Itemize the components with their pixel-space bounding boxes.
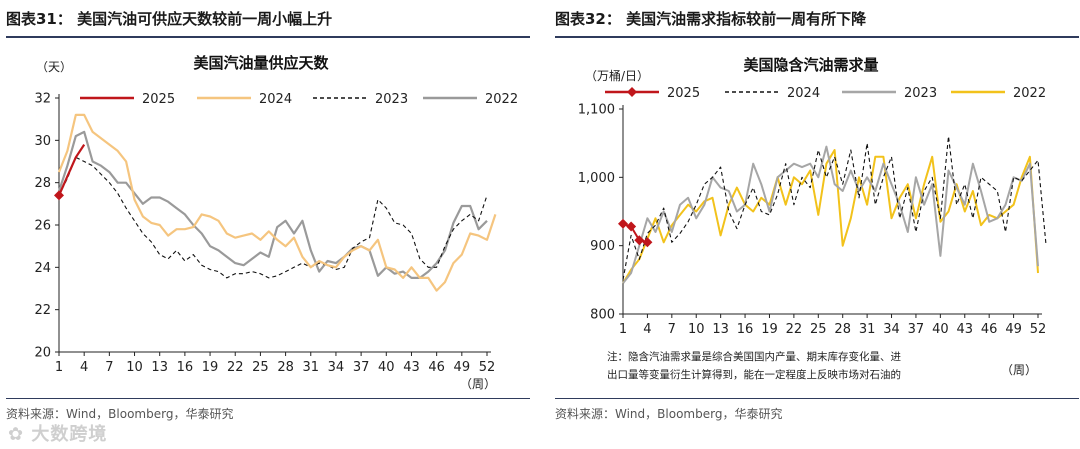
y-tick-label: 800 <box>590 308 615 323</box>
top-rule <box>555 36 1079 38</box>
y-tick-label: 1,100 <box>578 103 615 118</box>
chart-footnote: 出口量等变量衍生计算得到，能在一定程度上反映市场对石油的 <box>607 368 901 381</box>
series-line-2023 <box>58 156 488 279</box>
top-rule <box>6 36 530 38</box>
x-tick-label: 22 <box>227 360 244 375</box>
x-tick-label: 46 <box>428 360 445 375</box>
y-tick-label: 26 <box>34 219 51 234</box>
x-tick-label: 25 <box>252 360 269 375</box>
series-marker-2025 <box>54 190 64 201</box>
chart-title: 美国隐含汽油需求量 <box>743 56 878 74</box>
x-tick-label: 1 <box>619 322 627 337</box>
legend-label-2023: 2023 <box>904 86 937 101</box>
legend-label-2025: 2025 <box>142 92 175 107</box>
y-axis-unit: （万桶/日） <box>585 68 649 83</box>
x-tick-label: 10 <box>688 322 705 337</box>
legend-label-2023: 2023 <box>375 92 408 107</box>
bottom-rule <box>6 398 530 399</box>
x-tick-label: 28 <box>834 322 851 337</box>
y-axis-unit: （天） <box>36 60 72 74</box>
y-tick-label: 30 <box>34 134 51 149</box>
series-marker-2025 <box>618 218 628 229</box>
y-tick-label: 900 <box>590 239 615 254</box>
chart-title: 美国汽油量供应天数 <box>193 54 329 72</box>
series-line-2024 <box>57 113 497 292</box>
legend-label-2022: 2022 <box>485 92 518 107</box>
x-tick-label: 52 <box>1030 322 1047 337</box>
series-marker-2025 <box>626 221 637 232</box>
x-tick-label: 46 <box>981 322 998 337</box>
series-marker-2025 <box>634 235 645 246</box>
y-tick-label: 28 <box>34 176 51 191</box>
watermark-logo: ✿ 大数跨境 <box>8 424 108 445</box>
legend-label-2024: 2024 <box>787 86 820 101</box>
x-tick-label: 22 <box>786 322 803 337</box>
x-tick-label: 31 <box>859 322 876 337</box>
x-tick-label: 28 <box>277 360 294 375</box>
legend-label-2022: 2022 <box>1013 86 1046 101</box>
x-tick-label: 52 <box>479 360 496 375</box>
x-tick-label: 10 <box>126 360 143 375</box>
x-tick-label: 31 <box>302 360 319 375</box>
legend-marker-2025 <box>627 87 637 97</box>
x-tick-label: 43 <box>403 360 420 375</box>
x-tick-label: 37 <box>353 360 370 375</box>
x-tick-label: 49 <box>1005 322 1022 337</box>
series-line-2022 <box>57 130 488 279</box>
bottom-rule <box>555 398 1079 399</box>
series-line-2025 <box>622 222 648 244</box>
x-tick-label: 34 <box>883 322 900 337</box>
y-tick-label: 24 <box>34 261 51 276</box>
series-line-2025 <box>57 143 86 196</box>
y-tick-label: 20 <box>34 346 51 361</box>
series-line-2023 <box>622 145 1039 284</box>
x-tick-label: 7 <box>105 360 113 375</box>
x-tick-label: 4 <box>643 322 651 337</box>
x-tick-label: 16 <box>177 360 194 375</box>
watermark-text: 大数跨境 <box>31 424 108 445</box>
x-tick-label: 40 <box>378 360 395 375</box>
x-tick-label: 7 <box>668 322 676 337</box>
x-tick-label: 19 <box>202 360 219 375</box>
x-tick-label: 25 <box>810 322 827 337</box>
x-axis-unit: （周） <box>460 377 496 391</box>
legend-label-2024: 2024 <box>259 92 292 107</box>
source-note: 资料来源：Wind，Bloomberg，华泰研究 <box>555 407 783 421</box>
y-tick-label: 22 <box>34 303 51 318</box>
y-tick-label: 1,000 <box>578 171 615 186</box>
x-axis-unit: （周） <box>1001 363 1037 377</box>
x-tick-label: 40 <box>932 322 949 337</box>
source-note: 资料来源：Wind，Bloomberg，华泰研究 <box>6 407 234 421</box>
figure-title: 图表31： 美国汽油可供应天数较前一周小幅上升 <box>6 10 333 28</box>
x-tick-label: 16 <box>737 322 754 337</box>
x-tick-label: 37 <box>908 322 925 337</box>
legend-label-2025: 2025 <box>667 86 700 101</box>
left-panel: 图表31： 美国汽油可供应天数较前一周小幅上升 美国汽油量供应天数 （天） 20 22… <box>6 0 530 449</box>
y-tick-label: 32 <box>34 92 51 107</box>
x-tick-label: 13 <box>151 360 168 375</box>
x-tick-label: 19 <box>761 322 778 337</box>
implied-demand-chart: 美国隐含汽油需求量 （万桶/日） 800 900 1,000 1,100 1 4 7 10 13 16… <box>578 56 1047 381</box>
series-marker-2025 <box>642 237 653 248</box>
x-tick-label: 43 <box>956 322 973 337</box>
x-tick-label: 13 <box>712 322 729 337</box>
right-panel: 图表32： 美国汽油需求指标较前一周有所下降 美国隐含汽油需求量 （万桶/日） 80… <box>555 0 1079 449</box>
x-tick-label: 1 <box>55 360 63 375</box>
chart-footnote: 注：隐含汽油需求量是综合美国国内产量、期末库存变化量、进 <box>607 350 901 363</box>
x-tick-label: 4 <box>80 360 88 375</box>
x-tick-label: 34 <box>328 360 345 375</box>
x-tick-label: 49 <box>454 360 471 375</box>
figure-title: 图表32： 美国汽油需求指标较前一周有所下降 <box>555 10 867 28</box>
